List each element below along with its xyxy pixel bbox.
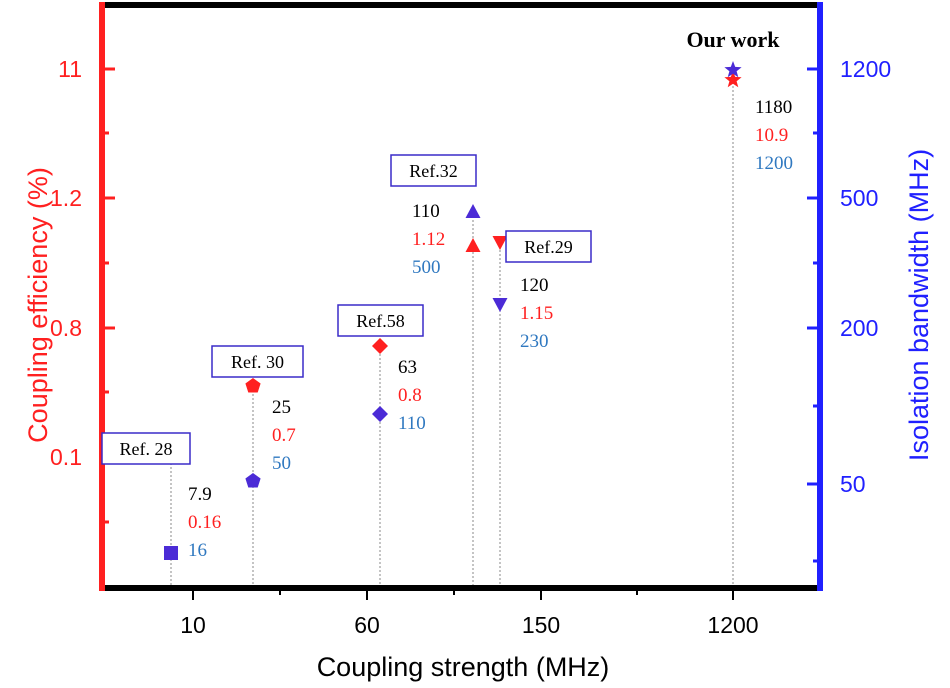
efficiency-marker	[465, 238, 481, 252]
isolation-bandwidth-value: 110	[398, 413, 426, 434]
coupling-strength-value: 110	[412, 201, 440, 222]
reference-label: Ref.29	[524, 237, 573, 257]
reference-label-box	[211, 345, 304, 378]
reference-label-box	[390, 154, 477, 187]
coupling-strength-value: 25	[272, 397, 291, 418]
y-right-tick-label: 1200	[840, 56, 891, 82]
reference-label: Ref.32	[409, 161, 458, 181]
plot-frame	[99, 2, 823, 591]
bandwidth-marker	[372, 406, 388, 422]
reference-label: Ref. 28	[120, 439, 173, 459]
y-left-tick-label: 11	[58, 56, 82, 82]
x-axis-title: Coupling strength (MHz)	[317, 652, 610, 682]
y-left-tick-label: 0.8	[50, 315, 82, 341]
efficiency-marker	[372, 338, 388, 354]
coupling-efficiency-value: 0.7	[272, 425, 296, 446]
reference-label-box	[337, 304, 424, 337]
coupling-efficiency-value: 0.16	[188, 512, 221, 533]
isolation-bandwidth-value: 50	[272, 453, 291, 474]
reference-label: Ref.58	[356, 311, 405, 331]
isolation-bandwidth-value: 500	[412, 257, 441, 278]
efficiency-marker	[245, 378, 261, 393]
bandwidth-marker	[492, 298, 508, 312]
coupling-efficiency-value: 1.15	[520, 303, 553, 324]
isolation-bandwidth-value: 16	[188, 540, 207, 561]
guide-lines	[170, 70, 734, 585]
isolation-bandwidth-value: 230	[520, 331, 549, 352]
x-tick-label: 60	[354, 612, 380, 638]
y-right-tick-label: 500	[840, 185, 878, 211]
y-axis-right-title: Isolation bandwidth (MHz)	[904, 149, 934, 461]
data-markers	[164, 61, 742, 560]
x-tick-label: 10	[180, 612, 206, 638]
efficiency-marker	[724, 71, 742, 88]
y-left-tick-label: 0.1	[50, 444, 82, 470]
efficiency-marker	[492, 236, 508, 250]
bandwidth-marker	[724, 61, 742, 78]
reference-label: Ref. 30	[231, 352, 284, 372]
bandwidth-marker	[245, 473, 261, 488]
coupling-efficiency-value: 0.8	[398, 385, 422, 406]
coupling-strength-value: 63	[398, 357, 417, 378]
coupling-efficiency-value: 10.9	[755, 125, 788, 146]
x-tick-label: 1200	[707, 612, 758, 638]
bandwidth-marker	[164, 546, 178, 560]
x-tick-label: 150	[522, 612, 560, 638]
coupling-strength-value: 1180	[755, 97, 792, 118]
y-right-tick-label: 200	[840, 315, 878, 341]
axis-ticks: 10 60 150 1200 0.1 0.8 1.2 11 50 200 500 1200	[50, 56, 891, 638]
y-axis-left-title: Coupling efficiency (%)	[23, 167, 53, 443]
y-left-tick-label: 1.2	[50, 185, 82, 211]
coupling-strength-value: 7.9	[188, 484, 212, 505]
coupling-efficiency-value: 1.12	[412, 229, 445, 250]
point-labels: Ref. 28 7.9 0.16 16 Ref. 30 25 0.7 50 Ref.58 63 0.…	[101, 27, 793, 561]
coupling-strength-value: 120	[520, 275, 549, 296]
reference-label-box	[505, 230, 592, 263]
reference-label-box	[101, 432, 191, 465]
bandwidth-marker	[465, 204, 481, 218]
reference-label: Our work	[686, 27, 780, 52]
y-right-tick-label: 50	[840, 471, 866, 497]
isolation-bandwidth-value: 1200	[755, 153, 793, 174]
